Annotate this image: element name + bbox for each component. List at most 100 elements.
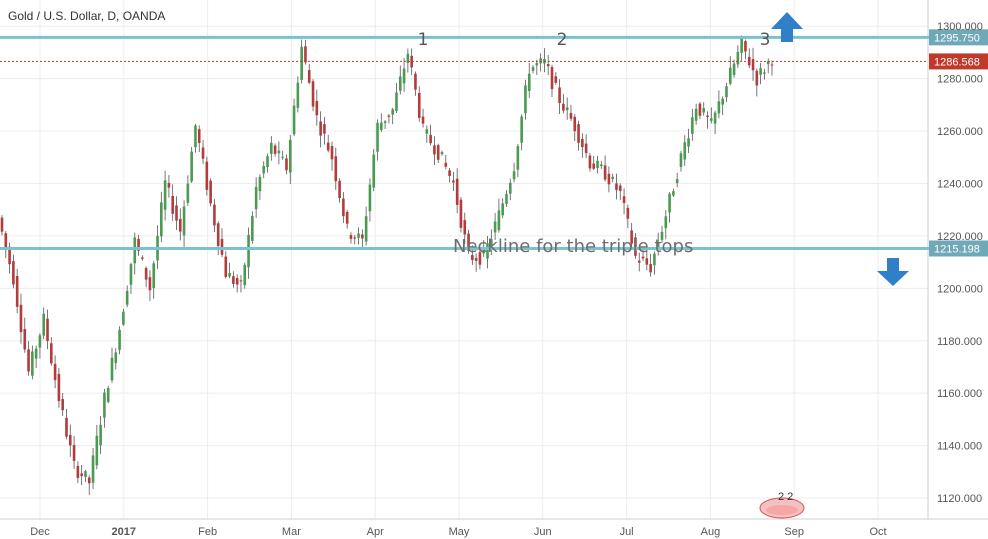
candle-body bbox=[656, 242, 660, 250]
candle-body bbox=[247, 235, 250, 268]
candle-body bbox=[361, 234, 364, 239]
x-tick-label: May bbox=[449, 526, 470, 538]
y-tick-label: 1260.000 bbox=[937, 126, 983, 138]
candle-body bbox=[8, 246, 11, 265]
candle-body bbox=[558, 87, 561, 104]
candle-body bbox=[141, 257, 144, 259]
brand-logo: 2 2 bbox=[759, 491, 805, 519]
peak-label: 2 bbox=[557, 30, 568, 50]
candle-body bbox=[626, 207, 630, 219]
candle-body bbox=[368, 184, 372, 212]
candle-body bbox=[190, 151, 193, 182]
candle-body bbox=[603, 165, 607, 180]
candle-body bbox=[607, 173, 611, 185]
y-tick-label: 1200.000 bbox=[937, 283, 983, 295]
candle-body bbox=[23, 329, 27, 350]
candle-body bbox=[550, 67, 554, 90]
candle-body bbox=[209, 180, 212, 204]
candle-body bbox=[125, 290, 129, 305]
candle-body bbox=[163, 180, 167, 210]
candle-body bbox=[728, 67, 732, 84]
candle-body bbox=[364, 216, 368, 242]
candle-body bbox=[205, 161, 209, 190]
candle-body bbox=[307, 70, 311, 83]
y-tick-label: 1300.000 bbox=[937, 21, 983, 33]
candle-body bbox=[664, 216, 668, 229]
candle-body bbox=[452, 180, 455, 183]
candle-body bbox=[706, 115, 709, 118]
candle-body bbox=[106, 388, 110, 402]
candle-body bbox=[224, 256, 228, 277]
candle-body bbox=[251, 215, 254, 241]
candle-body bbox=[490, 239, 493, 246]
candle-body bbox=[160, 202, 163, 237]
candle-body bbox=[702, 108, 706, 113]
candle-body bbox=[99, 424, 102, 446]
candle-body bbox=[213, 204, 216, 226]
grid bbox=[0, 0, 928, 519]
candle-body bbox=[133, 237, 137, 264]
candle-body bbox=[721, 98, 724, 105]
candle-body bbox=[618, 185, 622, 191]
candle-body bbox=[486, 243, 489, 259]
peak-label: 3 bbox=[760, 30, 771, 50]
candle-body bbox=[516, 146, 520, 170]
candle-body bbox=[505, 193, 508, 204]
candle-body bbox=[232, 276, 235, 284]
candle-body bbox=[649, 264, 652, 273]
candle-body bbox=[740, 37, 743, 53]
candle-body bbox=[273, 145, 277, 154]
candle-body bbox=[148, 277, 152, 291]
candle-body bbox=[46, 318, 49, 341]
candle-body bbox=[103, 392, 106, 418]
candle-body bbox=[455, 178, 459, 205]
candle-body bbox=[342, 198, 345, 217]
candle-body bbox=[129, 264, 133, 285]
candle-body bbox=[463, 220, 467, 235]
candle-body bbox=[425, 129, 429, 134]
candle-body bbox=[357, 233, 360, 238]
candle-body bbox=[402, 68, 406, 84]
candle-body bbox=[615, 183, 618, 191]
candle-body bbox=[68, 434, 72, 446]
peak-label: 1 bbox=[418, 30, 429, 50]
candle-body bbox=[725, 86, 728, 98]
candle-body bbox=[270, 142, 273, 154]
candle-body bbox=[467, 233, 470, 251]
candle-body bbox=[508, 182, 512, 194]
candle-body bbox=[471, 255, 474, 261]
candle-body bbox=[27, 349, 30, 372]
y-tick-label: 1120.000 bbox=[937, 493, 982, 505]
candle-body bbox=[118, 329, 121, 350]
x-tick-label: Apr bbox=[367, 526, 384, 538]
y-tick-label: 1240.000 bbox=[937, 178, 983, 190]
annotations: Neckline for the triple tops 1 2 3 bbox=[418, 12, 909, 286]
candle-body bbox=[421, 116, 425, 124]
candle-body bbox=[577, 124, 580, 143]
candle-body bbox=[167, 183, 171, 188]
candle-body bbox=[569, 113, 573, 119]
candle-body bbox=[91, 455, 95, 483]
candle-body bbox=[87, 477, 91, 484]
candle-body bbox=[562, 103, 565, 111]
level-tag-box bbox=[929, 29, 988, 46]
candle-body bbox=[645, 258, 649, 265]
candle-body bbox=[660, 231, 664, 240]
axes bbox=[0, 0, 988, 520]
candle-body bbox=[717, 101, 721, 114]
y-tick-label: 1140.000 bbox=[937, 441, 982, 453]
candle-body bbox=[194, 125, 197, 148]
candle-body bbox=[433, 145, 436, 155]
candle-body bbox=[653, 253, 656, 266]
candle-body bbox=[694, 108, 698, 121]
candle-body bbox=[65, 417, 68, 437]
candle-body bbox=[144, 268, 148, 280]
candle-body bbox=[611, 176, 614, 179]
candle-body bbox=[770, 64, 774, 66]
candle-body bbox=[581, 138, 584, 148]
candle-body bbox=[478, 252, 482, 265]
candle-body bbox=[243, 264, 247, 286]
candle-body bbox=[345, 212, 349, 224]
candle-body bbox=[584, 143, 588, 154]
